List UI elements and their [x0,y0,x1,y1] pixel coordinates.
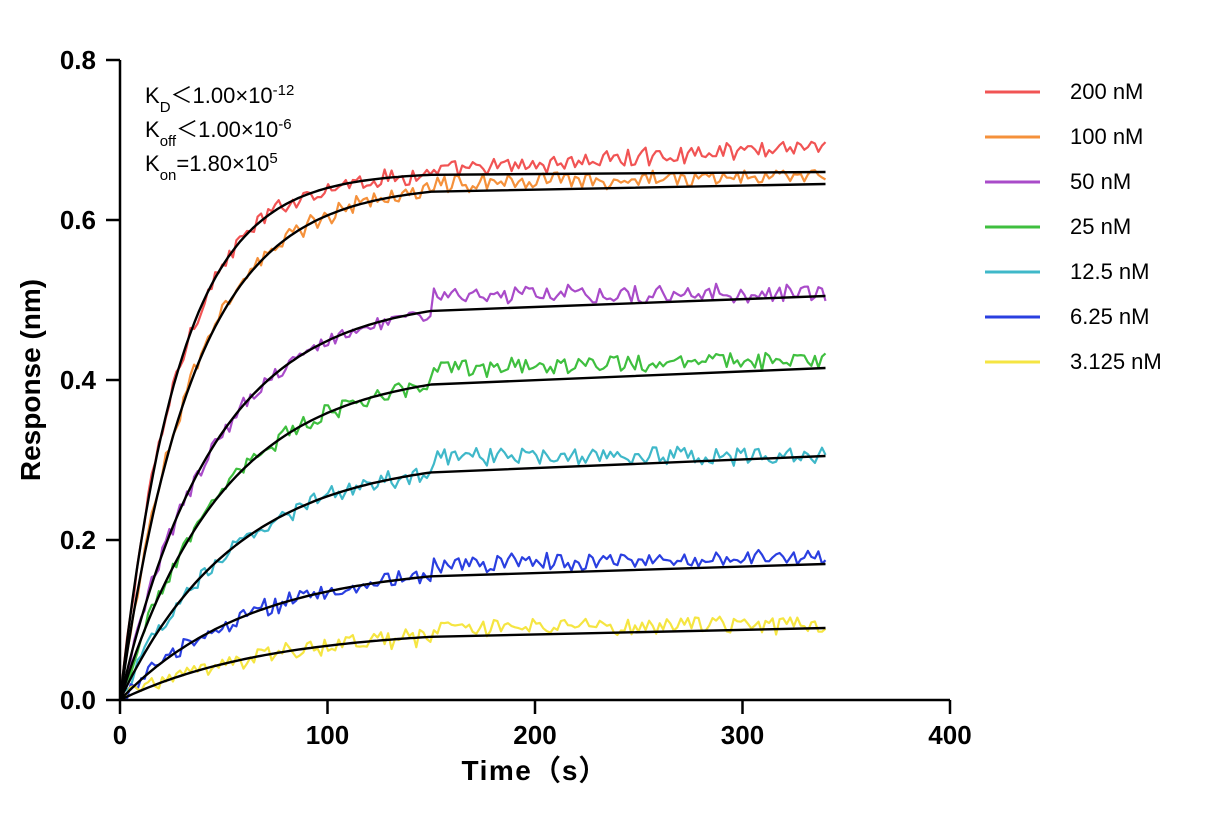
y-tick-label: 0.4 [60,365,97,395]
x-axis-label: Time（s） [462,754,609,786]
binding-kinetics-chart: 0 100 200 300 400 0.0 0.2 0.4 0.6 0.8 Time（s） Respo… [0,0,1231,825]
y-axis-label: Response (nm) [15,279,46,481]
y-tick-label: 0.2 [60,525,96,555]
x-tick-label: 0 [113,720,127,750]
y-tick-label: 0.8 [60,45,96,75]
x-tick-label: 300 [721,720,764,750]
legend-label: 25 nM [1070,214,1131,239]
legend-label: 12.5 nM [1070,259,1150,284]
x-tick-label: 200 [513,720,556,750]
legend-label: 6.25 nM [1070,304,1150,329]
chart-svg: 0 100 200 300 400 0.0 0.2 0.4 0.6 0.8 Time（s） Respo… [0,0,1231,825]
x-tick-label: 400 [928,720,971,750]
legend-label: 200 nM [1070,79,1143,104]
legend-label: 100 nM [1070,124,1143,149]
legend-label: 50 nM [1070,169,1131,194]
y-tick-label: 0.6 [60,205,96,235]
x-tick-label: 100 [306,720,349,750]
legend-label: 3.125 nM [1070,349,1162,374]
y-tick-label: 0.0 [60,685,96,715]
